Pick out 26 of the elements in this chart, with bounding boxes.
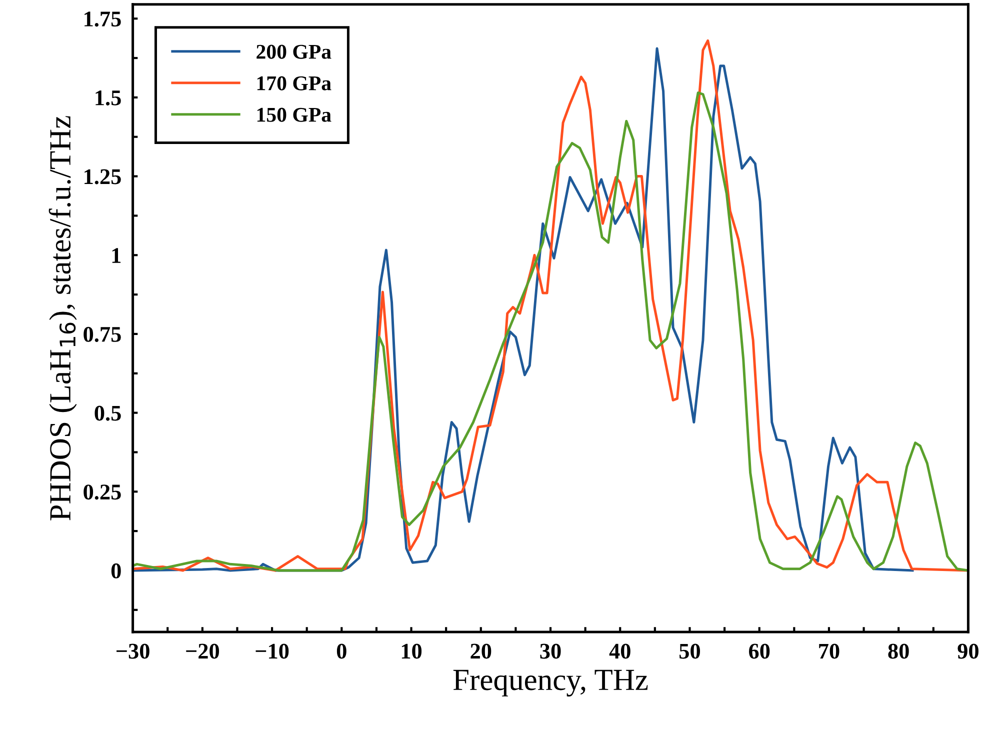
x-tick-label: 70: [819, 644, 840, 659]
y-tick-label: 1.75: [84, 12, 121, 27]
legend-label: 200 GPa: [256, 44, 332, 59]
x-tick-label: 10: [402, 644, 422, 659]
legend-label: 150 GPa: [257, 108, 332, 122]
y-tick-label: 0.5: [94, 406, 121, 421]
x-tick-label: 90: [958, 644, 978, 659]
y-tick-label: 1: [112, 248, 121, 263]
x-tick-label: 60: [749, 644, 770, 659]
y-axis-title: PHDOS (LaH$_{16}$), states/f.u./THz: [48, 116, 77, 520]
x-tick-label: 40: [609, 644, 630, 659]
y-tick-label: 0.25: [84, 484, 121, 500]
x-tick-label: −20: [186, 644, 220, 659]
x-tick-label: −10: [256, 644, 289, 659]
y-tick-label: 1.5: [96, 90, 121, 106]
x-tick-label: −30: [116, 644, 150, 659]
x-tick-label: 30: [540, 644, 561, 659]
y-tick-label: 1.25: [84, 169, 121, 184]
legend-label: 170 GPa: [257, 76, 332, 90]
x-tick-label: 50: [680, 644, 700, 659]
y-tick-label: 0: [111, 563, 121, 578]
y-tick-label: 0.75: [84, 326, 121, 342]
x-tick-label: 80: [888, 644, 909, 659]
x-tick-label: 20: [470, 644, 492, 659]
x-axis-title: Frequency, THz: [453, 670, 648, 697]
x-tick-label: 0: [336, 644, 346, 659]
